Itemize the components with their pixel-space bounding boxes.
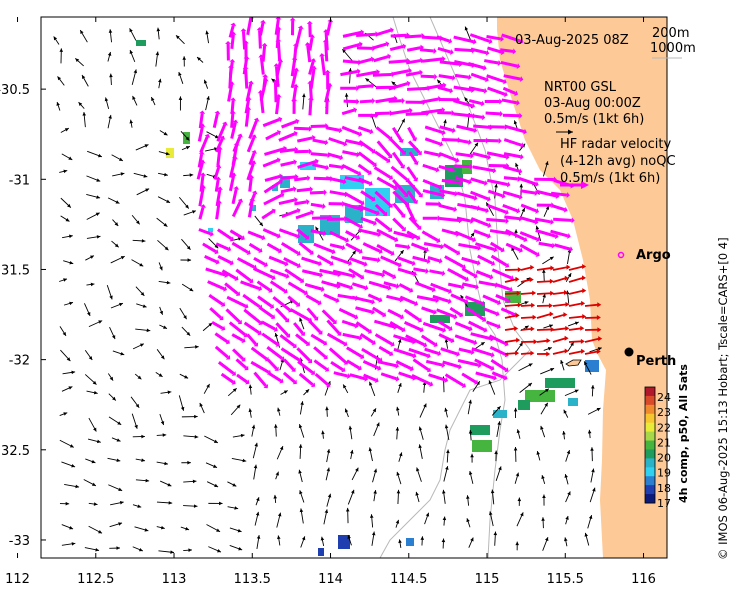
sst-patch: [318, 548, 324, 556]
y-tick-label: -31: [9, 173, 30, 188]
x-tick-label: 112.5: [77, 572, 114, 587]
colorbar-segment: [645, 396, 655, 405]
hf-title-line1: HF radar velocity: [560, 137, 672, 152]
sst-patch: [518, 400, 530, 410]
colorbar-segment: [645, 467, 655, 476]
argo-label: Argo: [636, 248, 671, 263]
sst-patch: [136, 40, 146, 46]
sst-patch: [470, 425, 490, 435]
sst-patch: [545, 378, 575, 388]
colorbar-segment: [645, 449, 655, 458]
perth-label: Perth: [636, 354, 676, 369]
y-tick-label: -30.5: [0, 83, 30, 98]
colorbar-segment: [645, 405, 655, 414]
sst-patch: [472, 440, 492, 452]
colorbar-tick-label: 23: [657, 406, 671, 419]
colorbar-segment: [645, 476, 655, 485]
y-axis: -30.5 -31 31.5 -32 32.5 -33: [0, 83, 46, 549]
perth-marker: [625, 348, 634, 357]
sst-patch: [493, 410, 507, 418]
colorbar-segment: [645, 423, 655, 432]
x-tick-label: 112: [5, 572, 30, 587]
colorbar-tick-label: 21: [657, 436, 671, 449]
colorbar-segment: [645, 387, 655, 396]
colorbar-label: 4h comp, p50, All Sats: [677, 364, 690, 503]
colorbar-segment: [645, 458, 655, 467]
nrt-title: NRT00 GSL: [544, 80, 617, 95]
x-tick-label: 113.5: [234, 572, 271, 587]
depth-1000-label: 1000m: [650, 41, 696, 56]
x-tick-label: 114: [318, 572, 343, 587]
colorbar-segment: [645, 485, 655, 494]
y-tick-label: -32: [9, 354, 30, 369]
sst-colorbar: 24 23 22 21 20 19 18 17: [645, 387, 671, 510]
colorbar-tick-label: 20: [657, 452, 671, 465]
colorbar-segment: [645, 441, 655, 450]
colorbar-segment: [645, 432, 655, 441]
y-tick-label: 31.5: [1, 263, 30, 278]
x-tick-label: 114.5: [390, 572, 427, 587]
credit-text: © IMOS 06-Aug-2025 15:13 Hobart; Tscale=…: [716, 237, 730, 560]
colorbar-tick-label: 24: [657, 391, 671, 404]
nrt-date: 03-Aug 00:00Z: [544, 96, 641, 111]
colorbar-segment: [645, 414, 655, 423]
depth-200-label: 200m: [652, 26, 689, 41]
colorbar-tick-label: 18: [657, 482, 671, 495]
colorbar-tick-label: 17: [657, 497, 671, 510]
sst-patch: [568, 398, 578, 406]
x-tick-label: 113: [162, 572, 187, 587]
nrt-scale: 0.5m/s (1kt 6h): [544, 112, 644, 127]
colorbar-segment: [645, 494, 655, 503]
sst-patch: [208, 228, 213, 232]
colorbar-tick-label: 22: [657, 421, 671, 434]
x-tick-label: 115.5: [547, 572, 584, 587]
y-tick-label: 32.5: [1, 444, 30, 459]
x-tick-label: 115: [475, 572, 500, 587]
hf-title-line2: (4-12h avg) noQC: [560, 154, 676, 169]
datetime-label: 03-Aug-2025 08Z: [515, 33, 629, 48]
colorbar-tick-label: 19: [657, 467, 671, 480]
x-tick-label: 116: [631, 572, 656, 587]
y-tick-label: -33: [9, 534, 30, 549]
sst-patch: [406, 538, 414, 546]
